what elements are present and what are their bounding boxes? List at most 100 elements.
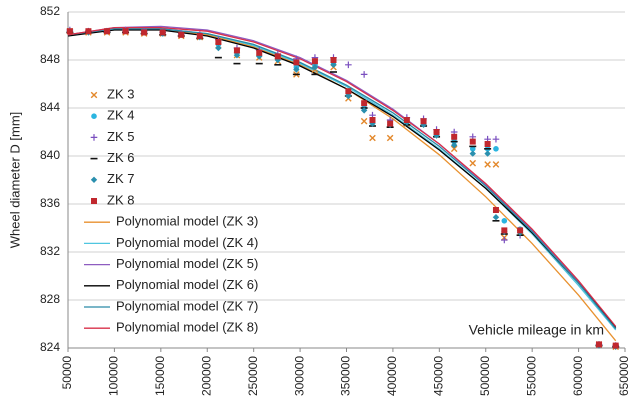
marker — [91, 113, 97, 119]
y-tick-label: 832 — [40, 244, 60, 258]
marker-shape — [274, 53, 281, 60]
x-tick-label: 600000 — [571, 356, 585, 396]
marker-shape — [403, 117, 410, 123]
model-line — [67, 28, 617, 330]
marker-shape — [103, 28, 110, 35]
marker — [345, 88, 352, 95]
legend-label: Polynomial model (ZK 8) — [116, 320, 258, 335]
marker — [178, 31, 185, 38]
x-tick-label: 300000 — [292, 356, 306, 396]
marker — [420, 121, 427, 128]
marker-shape — [469, 159, 477, 167]
marker-shape — [433, 129, 440, 135]
marker — [311, 58, 318, 65]
marker — [450, 142, 458, 149]
x-axis-title: Vehicle mileage in km — [469, 322, 604, 338]
model-line — [67, 28, 617, 342]
y-axis-title: Wheel diameter D [mm] — [7, 112, 22, 249]
marker-shape — [492, 161, 500, 168]
marker — [103, 28, 110, 35]
marker-shape — [215, 44, 222, 52]
marker-shape — [387, 120, 394, 127]
marker-shape — [311, 58, 318, 65]
y-tick-label: 852 — [40, 4, 60, 18]
marker — [492, 135, 500, 143]
marker — [159, 29, 166, 36]
marker — [484, 141, 491, 147]
marker — [492, 207, 499, 213]
marker-shape — [501, 227, 508, 234]
marker — [492, 214, 500, 221]
legend-label: ZK 3 — [107, 86, 134, 101]
marker — [612, 342, 619, 349]
marker-shape — [484, 161, 491, 168]
marker-shape — [450, 142, 458, 149]
marker — [361, 100, 368, 107]
marker — [517, 227, 524, 234]
legend-label: ZK 6 — [107, 150, 134, 165]
marker — [501, 227, 508, 234]
marker-shape — [233, 47, 240, 54]
marker-shape — [196, 33, 203, 39]
marker — [330, 57, 337, 63]
marker — [91, 198, 97, 204]
marker-shape — [91, 113, 97, 119]
marker — [484, 150, 491, 157]
marker-shape — [451, 133, 458, 140]
marker — [293, 59, 300, 66]
y-tick-label: 824 — [40, 340, 60, 354]
grid — [68, 11, 625, 349]
marker — [403, 117, 410, 123]
marker — [360, 107, 368, 114]
marker-shape — [492, 135, 500, 143]
x-tick-label: 650000 — [617, 356, 631, 396]
marker — [122, 28, 129, 35]
marker — [450, 145, 458, 153]
marker-shape — [90, 134, 98, 141]
marker-shape — [345, 88, 352, 95]
marker-shape — [122, 28, 129, 35]
marker-shape — [311, 64, 319, 71]
marker — [469, 146, 476, 152]
marker-shape — [256, 53, 263, 60]
marker — [492, 161, 500, 168]
x-tick-label: 400000 — [385, 356, 399, 396]
marker-shape — [159, 29, 166, 36]
marker — [256, 49, 263, 56]
marker-shape — [361, 100, 368, 107]
marker — [215, 44, 222, 52]
marker — [451, 133, 458, 140]
marker-shape — [469, 146, 476, 152]
marker-shape — [233, 52, 241, 59]
x-tick-label: 550000 — [524, 356, 538, 396]
marker-shape — [517, 227, 524, 234]
marker — [360, 117, 368, 125]
marker-shape — [345, 92, 352, 100]
marker — [369, 117, 376, 123]
points — [66, 26, 620, 351]
marker — [311, 64, 319, 71]
marker-shape — [484, 150, 491, 157]
x-tick-label: 200000 — [199, 356, 213, 396]
marker-shape — [386, 134, 394, 142]
marker — [469, 150, 476, 157]
marker — [141, 29, 148, 36]
marker-shape — [66, 28, 73, 35]
marker — [196, 33, 203, 39]
legend-label: Polynomial model (ZK 5) — [116, 256, 258, 271]
marker-shape — [293, 59, 300, 66]
marker — [360, 71, 368, 78]
marker — [345, 61, 352, 69]
marker — [293, 66, 300, 73]
marker — [596, 341, 603, 348]
marker-shape — [501, 218, 508, 224]
legend-label: Polynomial model (ZK 7) — [116, 298, 258, 313]
y-tick-label: 844 — [40, 100, 60, 114]
y-tick-label: 836 — [40, 196, 60, 210]
marker — [484, 161, 491, 168]
y-tick-label: 840 — [40, 148, 60, 162]
legend: ZK 3 ZK 4 ZK 5 ZK 6 ZK 7 ZK 8 Polynomial model… — [84, 86, 258, 335]
marker — [369, 134, 376, 142]
marker-shape — [612, 342, 619, 349]
